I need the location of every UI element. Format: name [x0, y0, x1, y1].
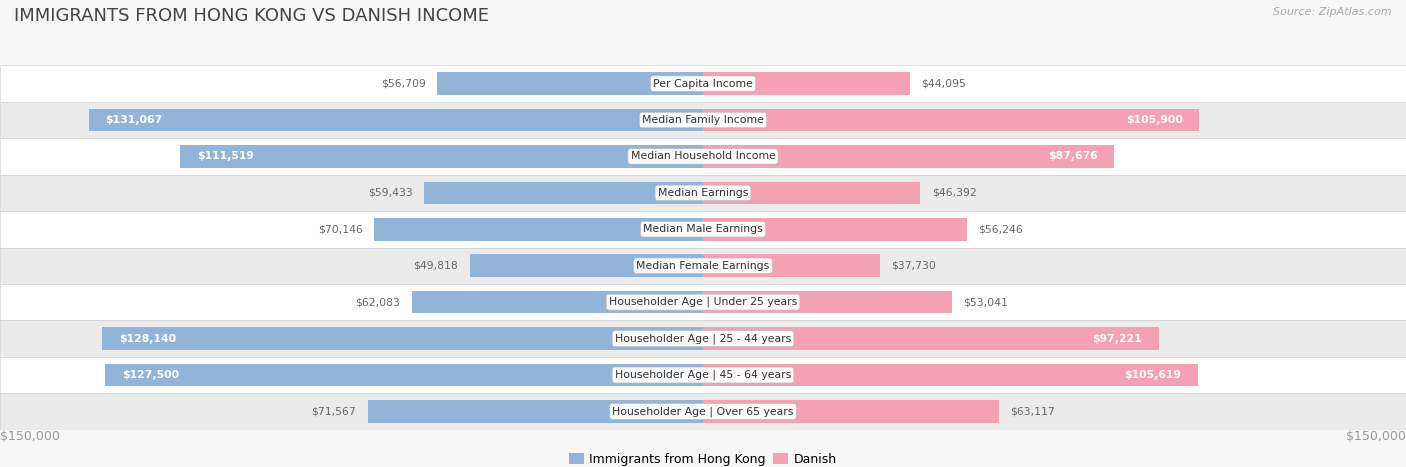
Bar [703, 182, 921, 204]
Bar [367, 400, 703, 423]
Bar [703, 364, 1198, 386]
Text: Median Family Income: Median Family Income [643, 115, 763, 125]
Bar [437, 72, 703, 95]
Text: $46,392: $46,392 [932, 188, 977, 198]
Text: $128,140: $128,140 [120, 333, 176, 344]
Text: $131,067: $131,067 [105, 115, 162, 125]
Text: $37,730: $37,730 [891, 261, 936, 271]
Text: Median Female Earnings: Median Female Earnings [637, 261, 769, 271]
Text: $105,900: $105,900 [1126, 115, 1182, 125]
Bar [703, 145, 1114, 168]
Bar [0, 284, 1406, 320]
Text: $127,500: $127,500 [122, 370, 179, 380]
Bar [703, 327, 1159, 350]
Bar [0, 175, 1406, 211]
Text: $87,676: $87,676 [1047, 151, 1098, 162]
Bar [470, 255, 703, 277]
Text: IMMIGRANTS FROM HONG KONG VS DANISH INCOME: IMMIGRANTS FROM HONG KONG VS DANISH INCO… [14, 7, 489, 25]
Bar [703, 255, 880, 277]
Text: $56,709: $56,709 [381, 78, 426, 89]
Bar [89, 109, 703, 131]
Bar [0, 102, 1406, 138]
Text: $59,433: $59,433 [368, 188, 413, 198]
Text: $150,000: $150,000 [1346, 430, 1406, 443]
Text: Householder Age | Under 25 years: Householder Age | Under 25 years [609, 297, 797, 307]
Bar [0, 65, 1406, 102]
Bar [703, 72, 910, 95]
Bar [703, 218, 966, 241]
Text: Median Household Income: Median Household Income [630, 151, 776, 162]
Bar [0, 393, 1406, 430]
Text: $44,095: $44,095 [921, 78, 966, 89]
Text: Median Male Earnings: Median Male Earnings [643, 224, 763, 234]
Text: $70,146: $70,146 [318, 224, 363, 234]
Text: $63,117: $63,117 [1011, 406, 1056, 417]
Text: $71,567: $71,567 [311, 406, 356, 417]
Bar [0, 248, 1406, 284]
Text: Source: ZipAtlas.com: Source: ZipAtlas.com [1274, 7, 1392, 17]
Text: $97,221: $97,221 [1092, 333, 1142, 344]
Bar [703, 109, 1199, 131]
Text: Householder Age | Over 65 years: Householder Age | Over 65 years [612, 406, 794, 417]
Text: $62,083: $62,083 [356, 297, 401, 307]
Bar [0, 138, 1406, 175]
Text: $49,818: $49,818 [413, 261, 458, 271]
Text: $111,519: $111,519 [197, 151, 253, 162]
Text: $105,619: $105,619 [1125, 370, 1181, 380]
Bar [703, 291, 952, 313]
Text: $56,246: $56,246 [979, 224, 1024, 234]
Text: Median Earnings: Median Earnings [658, 188, 748, 198]
Text: $150,000: $150,000 [0, 430, 60, 443]
Bar [0, 211, 1406, 248]
Bar [425, 182, 703, 204]
Text: $53,041: $53,041 [963, 297, 1008, 307]
Bar [374, 218, 703, 241]
Bar [0, 320, 1406, 357]
Bar [703, 400, 998, 423]
Text: Householder Age | 25 - 44 years: Householder Age | 25 - 44 years [614, 333, 792, 344]
Legend: Immigrants from Hong Kong, Danish: Immigrants from Hong Kong, Danish [564, 448, 842, 467]
Text: Per Capita Income: Per Capita Income [652, 78, 754, 89]
Bar [412, 291, 703, 313]
Bar [180, 145, 703, 168]
Bar [0, 357, 1406, 393]
Bar [103, 327, 703, 350]
Text: Householder Age | 45 - 64 years: Householder Age | 45 - 64 years [614, 370, 792, 380]
Bar [105, 364, 703, 386]
